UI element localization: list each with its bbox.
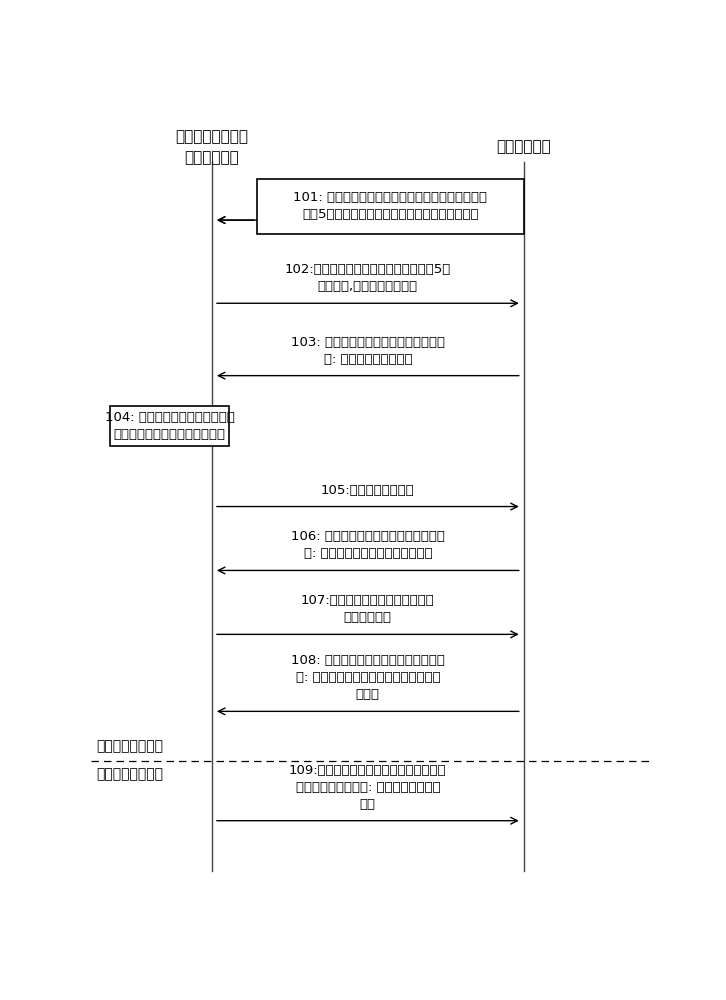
Text: 106: 发送信用控制向应，控制响应中包
括: 用于控制重定向的短暂有效时间: 106: 发送信用控制向应，控制响应中包 括: 用于控制重定向的短暂有效时间	[291, 530, 445, 560]
Text: 网关通用无线分组
业务支持节点: 网关通用无线分组 业务支持节点	[175, 129, 248, 165]
Bar	[257, 179, 524, 234]
Text: 旧套餐包超期之后: 旧套餐包超期之后	[97, 767, 163, 781]
Text: 107:在短暂有效时间超时后，发送
信用控制请求: 107:在短暂有效时间超时后，发送 信用控制请求	[301, 594, 435, 624]
Text: 105:发送信用控制请求: 105:发送信用控制请求	[321, 484, 415, 497]
Text: 103: 发送信用控制向应，控制响应中包
括: 零配额和重定向地址: 103: 发送信用控制向应，控制响应中包 括: 零配额和重定向地址	[291, 336, 445, 366]
Text: 109:在旧套餐包超期之后，发送信用控制
请求，该请求中包括: 将新旧套餐的消耗
信息: 109:在旧套餐包超期之后，发送信用控制 请求，该请求中包括: 将新旧套餐的消耗…	[289, 764, 446, 811]
Bar	[110, 406, 229, 446]
Text: 101: 计算旧套餐剩余的有效期，确保在距离超期时
间点5分钟时通知网关通用无线分组业务支持节点: 101: 计算旧套餐剩余的有效期，确保在距离超期时 间点5分钟时通知网关通用无线…	[271, 180, 465, 210]
Text: 102:在距离旧套餐包超期的时间点还有5分
钟的时刻,发送信用控制请求: 102:在距离旧套餐包超期的时间点还有5分 钟的时刻,发送信用控制请求	[285, 263, 451, 293]
Text: 108: 发送信用控制向应，控制响应中包
括: 旧套餐包超期时间点，和新套餐包中
的配额: 108: 发送信用控制向应，控制响应中包 括: 旧套餐包超期时间点，和新套餐包中…	[291, 654, 445, 701]
Text: 在线计费系统: 在线计费系统	[497, 139, 551, 154]
Text: 101: 计算旧套餐剩余的有效期，确保在距离超期时
间点5分钟时通知网关通用无线分组业务支持节点: 101: 计算旧套餐剩余的有效期，确保在距离超期时 间点5分钟时通知网关通用无线…	[293, 191, 487, 221]
Text: 旧套餐包超期之前: 旧套餐包超期之前	[97, 739, 163, 753]
Text: 104: 根据重定向地址进行重定向
处理，将用户重定向到提醒页面: 104: 根据重定向地址进行重定向 处理，将用户重定向到提醒页面	[105, 411, 234, 441]
